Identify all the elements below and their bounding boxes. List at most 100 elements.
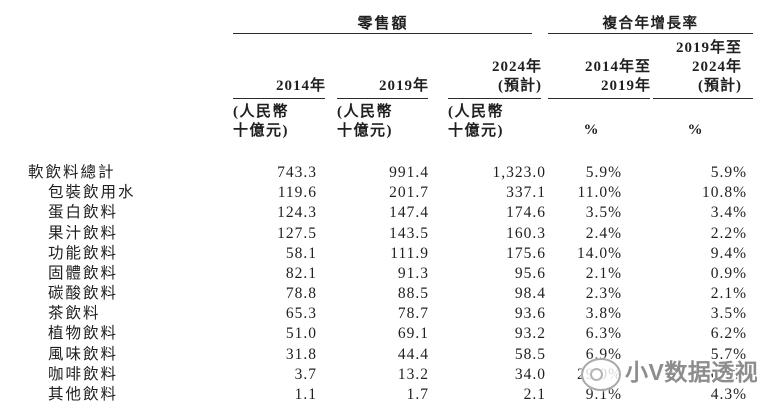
cell-retail-2024-forecast: 93.6 [514, 305, 546, 323]
cell-cagr-2019-2024: 5.7% [710, 345, 747, 363]
cell-cagr-2019-2024: 0.9% [710, 264, 747, 282]
watermark: 小V数据透视 [565, 354, 757, 394]
cell-cagr-2019-2024: 3.5% [710, 305, 747, 323]
cell-retail-2019: 1.7 [406, 385, 429, 403]
cell-cagr-2014-2019: 14.0% [576, 244, 622, 262]
cell-retail-2024-forecast: 174.6 [506, 204, 546, 222]
table-row: 茶飲料 65.3 78.7 93.6 3.8% 3.5% [0, 304, 757, 324]
cell-cagr-2014-2019: 5.9% [585, 164, 622, 181]
cell-retail-2019: 44.4 [397, 345, 429, 363]
cell-retail-2014: 1.1 [294, 385, 317, 403]
row-label: 風味飲料 [48, 345, 119, 363]
unit-line: 十億元) [337, 122, 393, 139]
cell-cagr-2014-2019: 11.0% [577, 184, 622, 202]
cell-retail-2014: 3.7 [294, 365, 317, 383]
column-header-2014: 2014年 [276, 77, 325, 96]
cell-retail-2024-forecast: 337.1 [506, 184, 546, 202]
cell-retail-2019: 78.7 [397, 305, 429, 323]
cell-retail-2014: 65.3 [285, 305, 317, 323]
row-label: 碳酸飲料 [48, 285, 119, 303]
cell-retail-2014: 58.1 [285, 244, 317, 262]
watermark-logo-icon [581, 358, 621, 391]
cell-retail-2014: 127.5 [277, 224, 317, 242]
cell-retail-2014: 31.8 [285, 345, 317, 363]
cell-retail-2024-forecast: 160.3 [506, 224, 546, 242]
row-label: 功能飲料 [48, 244, 119, 262]
table-row: 果汁飲料 127.5 143.5 160.3 2.4% 2.2% [0, 224, 757, 244]
column-header-2024-forecast: 2024年 (預計) [492, 58, 541, 96]
cell-retail-2014: 119.6 [277, 184, 317, 202]
cell-cagr-2019-2024: 2.2% [710, 224, 747, 242]
table-row: 固體飲料 82.1 91.3 95.6 2.1% 0.9% [0, 264, 757, 284]
cell-cagr-2019-2024: 3.4% [710, 204, 747, 222]
cell-retail-2014: 124.3 [277, 204, 317, 222]
cell-retail-2024-forecast: 2.1 [523, 385, 546, 403]
percent-header-cagr-1: % [583, 122, 599, 138]
cell-retail-2024-forecast: 58.5 [514, 345, 546, 363]
column-underline-cagr-1 [548, 98, 650, 99]
table-row: 蛋白飲料 124.3 147.4 174.6 3.5% 3.4% [0, 203, 757, 223]
column-underline-2019 [337, 98, 428, 99]
cell-cagr-2014-2019: 3.8% [585, 305, 622, 323]
cell-cagr-2019-2024: 2.1% [710, 285, 747, 303]
row-label: 固體飲料 [48, 264, 119, 282]
cell-cagr-2014-2019: 2.1% [585, 264, 622, 282]
cell-retail-2024-forecast: 175.6 [506, 244, 546, 262]
row-label: 咖啡飲料 [48, 365, 119, 383]
cell-retail-2019: 991.4 [389, 164, 429, 181]
cell-retail-2019: 147.4 [389, 204, 429, 222]
cell-retail-2019: 201.7 [389, 184, 429, 202]
unit-header-rmb-billions-2019: (人民幣 十億元) [337, 103, 393, 140]
row-label: 軟飲料總計 [28, 164, 116, 181]
cell-retail-2024-forecast: 98.4 [514, 285, 546, 303]
column-header-cagr-2014-2019: 2014年至 2019年 [585, 58, 650, 96]
table-row: 碳酸飲料 78.8 88.5 98.4 2.3% 2.1% [0, 284, 757, 304]
cell-cagr-2014-2019: 3.5% [585, 204, 622, 222]
cell-cagr-2019-2024: 4.3% [710, 385, 747, 403]
cell-retail-2014: 51.0 [285, 325, 317, 343]
unit-header-rmb-billions-2024: (人民幣 十億元) [448, 103, 504, 140]
percent-header-cagr-2: % [687, 122, 703, 138]
retail-group-underline [233, 33, 532, 34]
cell-retail-2019: 69.1 [397, 325, 429, 343]
row-label: 植物飲料 [48, 325, 119, 343]
cell-retail-2014: 78.8 [285, 285, 317, 303]
cell-retail-2019: 91.3 [397, 264, 429, 282]
cell-cagr-2014-2019: 2.3% [585, 285, 622, 303]
cell-cagr-2019-2024: 5.9% [710, 164, 747, 181]
cell-retail-2019: 13.2 [397, 365, 429, 383]
table-row: 軟飲料總計 743.3 991.4 1,323.0 5.9% 5.9% [0, 163, 757, 183]
table-body: 軟飲料總計 743.3 991.4 1,323.0 5.9% 5.9% 包裝飲用… [0, 163, 757, 405]
cell-retail-2024-forecast: 93.2 [514, 325, 546, 343]
table-row: 功能飲料 58.1 111.9 175.6 14.0% 9.4% [0, 244, 757, 264]
column-underline-cagr-2 [653, 98, 753, 99]
cell-retail-2019: 111.9 [390, 244, 429, 262]
column-underline-2014 [233, 98, 325, 99]
cell-retail-2019: 143.5 [389, 224, 429, 242]
cell-retail-2024-forecast: 1,323.0 [492, 164, 546, 181]
unit-header-rmb-billions-2014: (人民幣 十億元) [233, 103, 289, 140]
column-header-line: (預計) [498, 78, 542, 94]
table-row: 植物飲料 51.0 69.1 93.2 6.3% 6.2% [0, 324, 757, 344]
row-label: 蛋白飲料 [48, 204, 119, 222]
group-header-retail-sales: 零售額 [357, 16, 409, 32]
column-header-line: 2014年至 [584, 59, 651, 75]
column-header-line: (預計) [698, 78, 742, 94]
cell-cagr-2019-2024: 10.8% [701, 184, 747, 202]
cell-retail-2024-forecast: 34.0 [514, 365, 546, 383]
column-header-line: 2014年 [275, 78, 326, 94]
row-label: 包裝飲用水 [48, 184, 136, 202]
cell-retail-2019: 88.5 [397, 285, 429, 303]
cell-retail-2014: 743.3 [277, 164, 317, 181]
group-header-cagr: 複合年增長率 [602, 16, 699, 32]
unit-line: (人民幣 [448, 104, 504, 120]
cagr-group-underline [548, 33, 753, 34]
column-header-cagr-2019-2024-forecast: 2019年至 2024年 (預計) [676, 39, 741, 96]
unit-line: (人民幣 [233, 104, 289, 120]
cell-retail-2014: 82.1 [285, 264, 317, 282]
unit-line: (人民幣 [337, 104, 393, 120]
column-underline-2024 [448, 98, 541, 99]
row-label: 其他飲料 [48, 385, 119, 403]
cell-retail-2024-forecast: 95.6 [514, 264, 546, 282]
